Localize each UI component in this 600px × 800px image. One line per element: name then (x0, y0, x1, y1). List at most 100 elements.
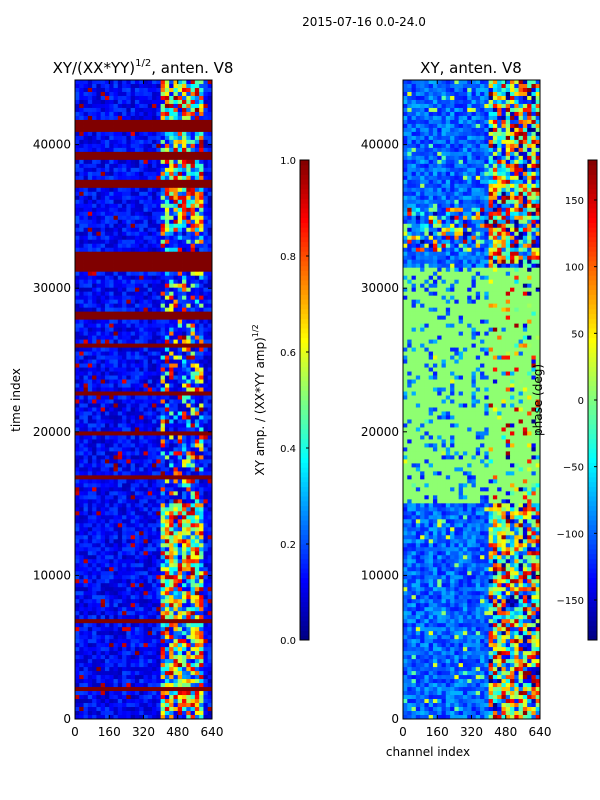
heatmap-cell (207, 167, 213, 173)
heatmap-cell (87, 199, 93, 205)
heatmap-cell (92, 579, 97, 584)
heatmap-cell (100, 179, 106, 185)
heatmap-cell (173, 351, 179, 356)
heatmap-cell (143, 143, 149, 149)
heatmap-cell (190, 123, 196, 129)
heatmap-cell (190, 699, 196, 704)
heatmap-cell (182, 683, 187, 688)
heatmap-cell (177, 587, 183, 592)
heatmap-cell (134, 603, 140, 608)
heatmap-cell (130, 575, 136, 580)
heatmap-cell (92, 591, 97, 596)
heatmap-cell (143, 187, 149, 193)
heatmap-cell (164, 631, 170, 636)
heatmap-cell (100, 559, 106, 564)
heatmap-cell (134, 671, 140, 676)
heatmap-cell (113, 247, 119, 253)
heatmap-cell (113, 299, 119, 305)
heatmap-cell (122, 491, 127, 496)
heatmap-cell (134, 651, 140, 656)
heatmap-cell (83, 463, 89, 468)
heatmap-cell (203, 543, 209, 548)
heatmap-cell (104, 515, 110, 520)
heatmap-cell (143, 415, 149, 420)
heatmap-cell (156, 691, 162, 696)
heatmap-cell (79, 155, 84, 161)
heatmap-cell (109, 599, 114, 604)
heatmap-cell (104, 335, 110, 340)
heatmap-cell (160, 331, 166, 336)
heatmap-cell (173, 507, 179, 512)
heatmap-cell (113, 435, 119, 440)
heatmap-cell (104, 215, 110, 221)
heatmap-cell (126, 607, 132, 612)
heatmap-cell (134, 119, 140, 125)
heatmap-cell (156, 419, 162, 424)
heatmap-cell (113, 291, 119, 297)
heatmap-cell (160, 251, 166, 257)
heatmap-cell (100, 371, 106, 376)
heatmap-cell (182, 331, 187, 336)
heatmap-cell (113, 227, 119, 233)
heatmap-cell (203, 175, 209, 181)
heatmap-cell (122, 99, 127, 105)
heatmap-cell (134, 263, 140, 269)
heatmap-cell (160, 467, 166, 472)
heatmap-cell (177, 267, 183, 273)
heatmap-cell (92, 387, 97, 392)
heatmap-cell (186, 139, 191, 145)
heatmap-cell (134, 155, 140, 161)
heatmap-cell (199, 467, 204, 472)
heatmap-cell (113, 175, 119, 181)
heatmap-cell (92, 575, 97, 580)
heatmap-cell (96, 143, 102, 149)
heatmap-cell (100, 255, 106, 261)
heatmap-cell (75, 223, 80, 229)
heatmap-cell (147, 399, 153, 404)
heatmap-cell (113, 80, 119, 85)
heatmap-cell (207, 347, 213, 352)
heatmap-cell (156, 159, 162, 165)
heatmap-cell (147, 507, 153, 512)
heatmap-cell (173, 275, 179, 281)
heatmap-cell (152, 651, 157, 656)
heatmap-cell (190, 87, 196, 93)
heatmap-cell (117, 255, 123, 261)
heatmap-cell (113, 531, 119, 536)
heatmap-cell (147, 167, 153, 173)
heatmap-cell (207, 551, 213, 556)
heatmap-cell (83, 555, 89, 560)
heatmap-cell (173, 155, 179, 161)
heatmap-cell (117, 371, 123, 376)
heatmap-cell (152, 287, 157, 293)
heatmap-cell (75, 179, 80, 185)
heatmap-cell (87, 295, 93, 301)
heatmap-cell (169, 511, 174, 516)
heatmap-cell (203, 503, 209, 508)
heatmap-cell (194, 271, 200, 277)
heatmap-cell (139, 179, 144, 185)
heatmap-cell (117, 507, 123, 512)
heatmap-cell (186, 307, 191, 313)
heatmap-cell (177, 547, 183, 552)
heatmap-cell (173, 623, 179, 628)
heatmap-cell (87, 371, 93, 376)
heatmap-cell (173, 447, 179, 452)
heatmap-cell (100, 679, 106, 684)
heatmap-cell (164, 495, 170, 500)
heatmap-cell (152, 107, 157, 113)
heatmap-cell (169, 535, 174, 540)
heatmap-cell (104, 247, 110, 253)
heatmap-cell (139, 659, 144, 664)
heatmap-cell (199, 575, 204, 580)
heatmap-cell (92, 467, 97, 472)
heatmap-cell (160, 291, 166, 297)
heatmap-cell (79, 539, 84, 544)
heatmap-cell (92, 123, 97, 129)
heatmap-cell (79, 679, 84, 684)
heatmap-cell (164, 627, 170, 632)
heatmap-cell (109, 607, 114, 612)
heatmap-cell (207, 499, 213, 504)
heatmap-cell (113, 535, 119, 540)
heatmap-cell (83, 531, 89, 536)
